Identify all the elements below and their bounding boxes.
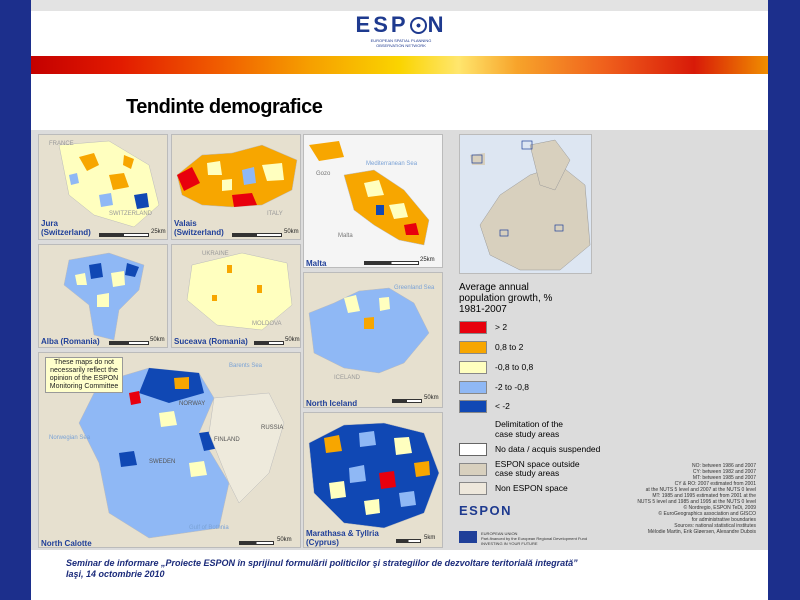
eu-flag-icon xyxy=(459,531,477,543)
alba-map-graphic xyxy=(39,245,167,347)
malta-place-sea: Mediterranean Sea xyxy=(366,161,418,167)
legend-item: > 2 xyxy=(459,320,507,334)
eu-funding-text: EUROPEAN UNION Part-financed by the Euro… xyxy=(481,531,588,546)
calotte-place-russia: RUSSIA xyxy=(261,425,284,431)
valais-scale-bar xyxy=(232,233,282,237)
disclaimer-note: These maps do not necessarily reflect th… xyxy=(45,357,123,393)
legend-item: -2 to -0,8 xyxy=(459,380,529,394)
espon-logo: ESP N EUROPEAN SPATIAL PLANNING OBSERVATI… xyxy=(331,12,471,52)
slide-title: Tendinte demografice xyxy=(126,96,323,118)
north-calotte-label: North Calotte xyxy=(41,539,92,548)
footer-text: Seminar de informare „Proiecte ESPON în … xyxy=(66,558,578,580)
valais-label: Valais (Switzerland) xyxy=(174,219,224,237)
legend-title-3: 1981-2007 xyxy=(459,304,507,315)
north-iceland-map-graphic xyxy=(304,273,442,407)
map-europe-inset xyxy=(459,134,592,274)
iceland-place-iceland: ICELAND xyxy=(334,375,361,381)
espon-logo-subtitle-1: EUROPEAN SPATIAL PLANNING xyxy=(370,38,432,43)
jura-scale-bar xyxy=(99,233,149,237)
suceava-place-ukraine: UKRAINE xyxy=(202,251,229,257)
north-iceland-scale-bar xyxy=(392,399,422,403)
legend-swatch-light-blue xyxy=(459,380,487,394)
alba-label: Alba (Romania) xyxy=(41,337,100,346)
legend-swatch-red xyxy=(459,320,487,334)
iceland-place-sea: Greenland Sea xyxy=(394,285,435,291)
map-alba: Alba (Romania) 50km xyxy=(38,244,168,348)
legend-swatch-dark-blue xyxy=(459,399,487,413)
legend-item: ESPON space outside case study areas xyxy=(459,458,580,480)
map-legend: Average annual population growth, % 1981… xyxy=(459,282,624,552)
valais-place-italy: ITALY xyxy=(267,211,283,217)
north-iceland-scale-label: 50km xyxy=(424,395,439,401)
cyprus-scale-bar xyxy=(396,539,421,543)
legend-swatch-white xyxy=(459,442,487,456)
malta-map-graphic xyxy=(304,135,442,267)
legend-title-1: Average annual xyxy=(459,282,529,293)
legend-swatch-orange xyxy=(459,340,487,354)
map-cyprus: Marathasa & Tyllria (Cyprus) 5km xyxy=(303,412,443,548)
north-calotte-scale-bar xyxy=(239,541,274,545)
malta-label: Malta xyxy=(306,259,327,268)
legend-swatch-yellow xyxy=(459,360,487,374)
jura-label: Jura (Switzerland) xyxy=(41,219,91,237)
calotte-place-finland: FINLAND xyxy=(214,437,240,443)
footer-line-1: Seminar de informare „Proiecte ESPON în … xyxy=(66,558,578,568)
malta-scale-bar xyxy=(364,261,419,265)
espon-logo-word: ESP N xyxy=(355,12,447,37)
map-suceava: UKRAINE MOLDOVA Suceava (Romania) 50km xyxy=(171,244,301,348)
cyprus-map-graphic xyxy=(304,413,442,547)
suceava-scale-bar xyxy=(254,341,284,345)
map-valais: ITALY Valais (Switzerland) 50km xyxy=(171,134,301,240)
suceava-place-moldova: MOLDOVA xyxy=(252,321,282,327)
map-credits: NO: between 1986 and 2007 CY: between 19… xyxy=(637,463,756,535)
map-jura: FRANCE SWITZERLAND Jura (Switzerland) 25k… xyxy=(38,134,168,240)
legend-title-2: population growth, % xyxy=(459,293,553,304)
calotte-place-norway: NORWAY xyxy=(179,401,206,407)
band-divider xyxy=(31,74,768,78)
suceava-scale-label: 50km xyxy=(285,337,300,343)
calotte-place-sweden: SWEDEN xyxy=(149,459,176,465)
alba-scale-bar xyxy=(109,341,149,345)
malta-place-malta: Malta xyxy=(338,233,353,239)
espon-logo-small: ESPON xyxy=(459,503,513,518)
map-north-iceland: Greenland Sea ICELAND North Iceland 50km xyxy=(303,272,443,408)
legend-swatch-espon-space xyxy=(459,462,487,476)
valais-scale-label: 50km xyxy=(284,229,299,235)
legend-item: No data / acquis suspended xyxy=(459,442,600,456)
jura-map-graphic xyxy=(39,135,167,239)
top-grey-bar xyxy=(31,0,768,11)
footer-line-2: Iaşi, 14 octombrie 2010 xyxy=(66,569,165,579)
cyprus-label: Marathasa & Tyllria (Cyprus) xyxy=(306,529,379,547)
calotte-place-gulf: Gulf of Bothnia xyxy=(189,525,229,531)
jura-scale-label: 25km xyxy=(151,229,166,235)
calotte-place-barents: Barents Sea xyxy=(229,363,263,369)
slide: ESP N EUROPEAN SPATIAL PLANNING OBSERVATI… xyxy=(31,0,768,600)
malta-place-gozo: Gozo xyxy=(316,171,331,177)
malta-scale-label: 25km xyxy=(420,257,435,263)
legend-item: 0,8 to 2 xyxy=(459,340,523,354)
calotte-place-norwegian-sea: Norwegian Sea xyxy=(49,435,91,441)
legend-item: -0,8 to 0,8 xyxy=(459,360,533,374)
suceava-label: Suceava (Romania) xyxy=(174,337,248,346)
legend-item: Non ESPON space xyxy=(459,481,568,495)
map-malta: Gozo Malta Mediterranean Sea Malta 25km xyxy=(303,134,443,268)
suceava-map-graphic xyxy=(172,245,300,347)
north-iceland-label: North Iceland xyxy=(306,399,358,408)
valais-map-graphic xyxy=(172,135,300,239)
espon-logo-subtitle-2: OBSERVATION NETWORK xyxy=(376,43,426,48)
jura-place-switzerland: SWITZERLAND xyxy=(109,211,153,217)
north-calotte-scale-label: 50km xyxy=(277,537,292,543)
europe-inset-graphic xyxy=(460,135,591,273)
color-band-decoration xyxy=(31,56,768,74)
legend-swatch-non-espon xyxy=(459,481,487,495)
jura-place-france: FRANCE xyxy=(49,141,74,147)
cyprus-scale-label: 5km xyxy=(424,535,436,541)
map-north-calotte: These maps do not necessarily reflect th… xyxy=(38,352,301,548)
espon-logo-o-icon xyxy=(409,17,427,34)
legend-item: < -2 xyxy=(459,399,510,413)
legend-delimitation: Delimitation of the case study areas xyxy=(495,419,564,439)
alba-scale-label: 50km xyxy=(150,337,165,343)
